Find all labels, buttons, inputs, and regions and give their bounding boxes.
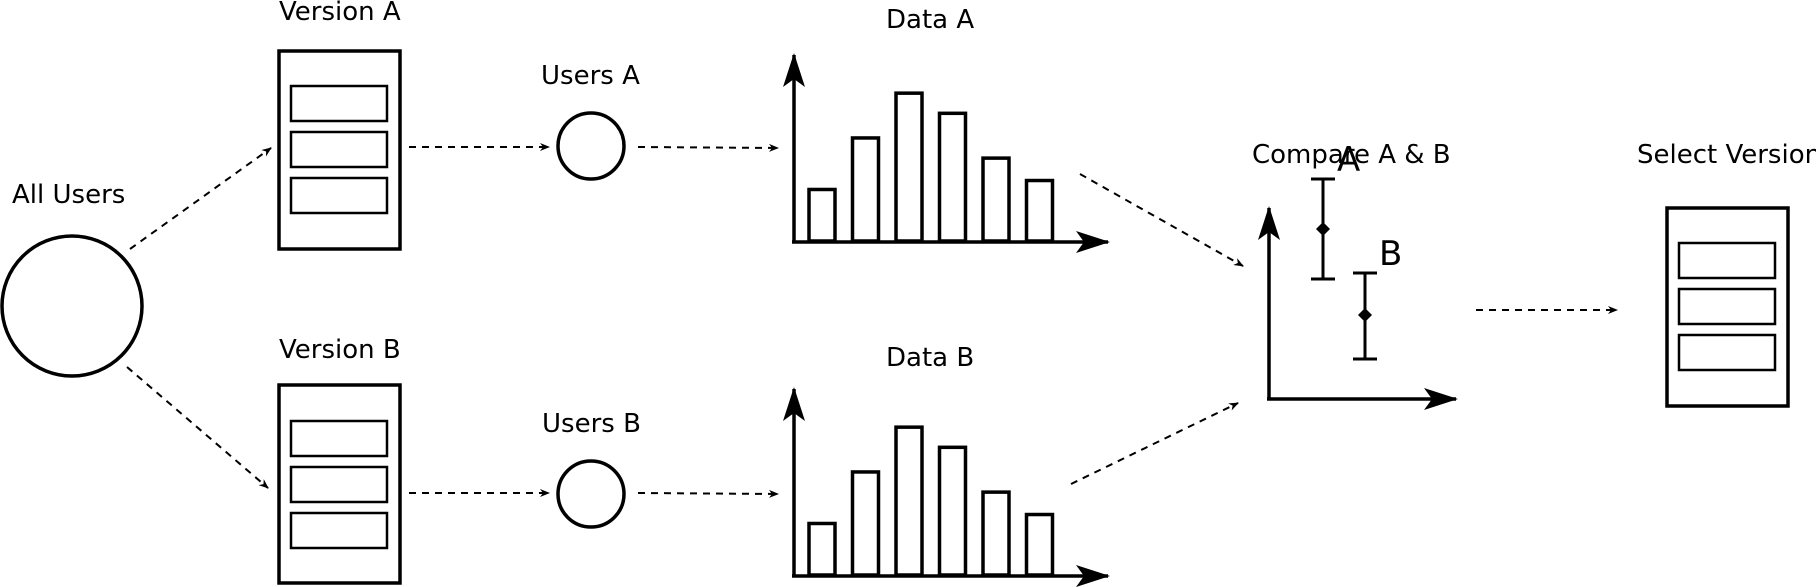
data-a-label: Data A [886,5,974,35]
arrow-all-to-version-a [129,147,272,250]
all-users-label: All Users [12,180,125,210]
data-a-bar-4 [937,111,968,243]
compare-label: Compare A & B [1252,140,1451,170]
version-b-page [277,383,402,585]
users-a-label: Users A [541,61,640,91]
data-a-bar-5 [981,156,1011,243]
compare-point-a-label: A [1337,140,1360,180]
data-b-label: Data B [886,343,974,373]
data-a-bar-2 [850,136,881,243]
compare-chart: AB [1258,140,1458,410]
users-b-label: Users B [542,409,641,439]
data-b-bar-6 [1024,512,1055,577]
arrow-users-a-to-data-a [637,143,779,152]
version-a-label: Version A [279,0,401,27]
arrow-all-to-version-b [126,366,269,489]
data-b-bar-5 [981,490,1011,577]
version-a-page [277,49,402,251]
data-a-bar-3 [894,91,924,243]
compare-point-a-marker [1316,222,1330,236]
arrow-data-b-to-compare [1070,402,1239,485]
data-a-bar-6 [1024,178,1055,243]
users-a-circle [556,111,626,181]
version-b-label: Version B [279,335,401,365]
data-b-bar-2 [850,470,881,577]
compare-point-b-marker [1358,308,1372,322]
data-b-bar-4 [937,445,968,577]
arrow-users-b-to-data-b [637,489,779,498]
select-version-label: Select Version [1637,140,1816,170]
data-b-bar-1 [807,521,837,577]
compare-point-b-label: B [1379,234,1402,274]
all-users-circle [0,234,144,378]
arrow-data-a-to-compare [1079,173,1244,267]
selected-version-page [1665,206,1790,408]
users-b-circle [556,459,626,529]
data-a-chart [783,53,1110,253]
data-a-bar-1 [807,187,837,243]
data-b-bar-3 [894,425,924,577]
data-b-chart [783,387,1110,587]
